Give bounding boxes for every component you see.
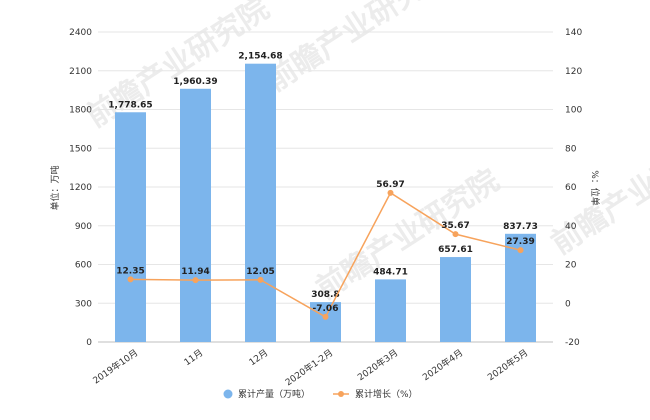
line-point [387, 189, 394, 196]
line-series [127, 189, 524, 320]
y-right-tick-label: 120 [565, 67, 582, 77]
y-right-tick-label: 40 [565, 222, 577, 232]
watermark-text: 前瞻产业研究院 [260, 0, 455, 99]
bar-value-label: 308.8 [311, 290, 339, 300]
x-tick-label: 2020年5月 [485, 347, 530, 384]
bar-value-label: 2,154.68 [238, 52, 282, 62]
watermark-text: 前瞻产业研究院 [310, 163, 505, 307]
bar-value-label: 484.71 [373, 267, 408, 277]
y-right-tick-label: 60 [565, 183, 577, 193]
bar-value-label: 837.73 [503, 222, 538, 232]
bar-value-label: 1,960.39 [173, 77, 217, 87]
line-point [257, 276, 264, 283]
x-tick-label: 2020年1-2月 [283, 347, 335, 389]
y-axis-right-label: %：位单 [589, 170, 601, 206]
y-right-tick-label: -20 [565, 338, 580, 348]
x-tick-label: 2019年10月 [90, 347, 140, 387]
legend-swatch-point [338, 391, 344, 397]
line-value-label: 12.35 [116, 266, 144, 276]
legend-label-bar: 累计产量（万吨） [238, 388, 310, 400]
x-tick-label: 12月 [247, 347, 270, 368]
bar [245, 63, 276, 343]
y-left-tick-label: 2400 [69, 28, 92, 38]
y-left-tick-label: 1200 [69, 183, 92, 193]
legend-swatch-bar [223, 389, 233, 399]
line-point [322, 313, 329, 320]
y-left-tick-label: 1800 [69, 106, 92, 116]
bar [310, 302, 341, 342]
line-point [452, 231, 459, 238]
legend-item-line[interactable]: 累计增长（%） [333, 388, 418, 400]
y-left-tick-label: 300 [75, 299, 92, 309]
bar-data-labels: 1,778.65 1,960.39 2,154.68 308.8 484.71 657.6… [108, 52, 538, 300]
bar-value-label: 1,778.65 [108, 100, 152, 110]
bar-series [115, 63, 536, 343]
y-left-tick-label: 900 [75, 222, 92, 232]
line-point [192, 277, 199, 284]
y-left-tick-label: 0 [86, 338, 92, 348]
y-left-tick-label: 2100 [69, 67, 92, 77]
bar-value-label: 657.61 [438, 245, 473, 255]
line-data-labels: 12.35 11.94 12.05 -7.06 56.97 35.67 27.39 [116, 180, 534, 314]
line-point [517, 247, 524, 254]
legend-label-line: 累计增长（%） [355, 388, 418, 400]
right-axis: -20 0 20 40 60 80 100 120 140 [565, 28, 582, 348]
line-value-label: 56.97 [376, 180, 404, 190]
y-right-tick-label: 100 [565, 106, 582, 116]
x-axis: 2019年10月 11月 12月 2020年1-2月 2020年3月 2020年4月 202… [90, 347, 530, 389]
line-value-label: -7.06 [313, 304, 339, 314]
y-right-tick-label: 0 [565, 299, 571, 309]
line-value-label: 12.05 [246, 267, 274, 277]
x-tick-label: 2020年3月 [355, 347, 400, 384]
bar [440, 257, 471, 342]
line-value-label: 11.94 [181, 267, 209, 277]
legend[interactable]: 累计产量（万吨） 累计增长（%） [223, 388, 418, 400]
y-right-tick-label: 140 [565, 28, 582, 38]
x-tick-label: 11月 [182, 347, 205, 368]
y-axis-left-label: 单位：万吨 [49, 165, 61, 210]
line-point [127, 276, 134, 283]
line-value-label: 35.67 [441, 221, 469, 231]
line-value-label: 27.39 [506, 237, 534, 247]
y-right-tick-label: 20 [565, 261, 577, 271]
left-axis: 0 300 600 900 1200 1500 1800 2100 2400 [69, 28, 92, 348]
bar [375, 279, 406, 342]
x-tick-label: 2020年4月 [420, 347, 465, 384]
y-left-tick-label: 600 [75, 261, 92, 271]
bar [180, 88, 211, 342]
bar [115, 112, 146, 342]
y-left-tick-label: 1500 [69, 144, 92, 154]
legend-item-bar[interactable]: 累计产量（万吨） [223, 388, 311, 400]
y-right-tick-label: 80 [565, 144, 577, 154]
